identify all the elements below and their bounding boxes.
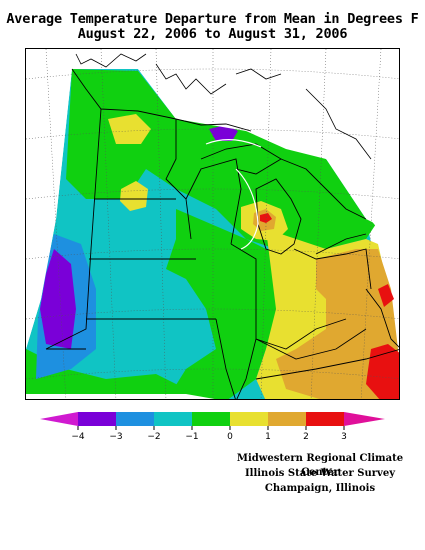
legend-swatch-0-1 bbox=[230, 412, 268, 426]
legend-swatch-m3-m2 bbox=[116, 412, 154, 426]
region-orange-east bbox=[276, 249, 399, 399]
legend-tick-label: −4 bbox=[71, 432, 85, 440]
legend-swatch-m1-0 bbox=[192, 412, 230, 426]
region-green-southwest bbox=[26, 349, 186, 399]
temperature-departure-map bbox=[25, 48, 400, 400]
map-date-range: August 22, 2006 to August 31, 2006 bbox=[77, 26, 348, 42]
legend-tick-label: 1 bbox=[265, 432, 271, 440]
legend-tick-label: −2 bbox=[147, 432, 160, 440]
legend-swatch-m2-m1 bbox=[154, 412, 192, 426]
legend-swatch-gt-3 bbox=[344, 412, 385, 426]
legend-swatch-m4-m3 bbox=[78, 412, 116, 426]
credit-organization: Midwestern Regional Climate Center bbox=[236, 453, 404, 478]
legend-tick-label: −1 bbox=[185, 432, 198, 440]
canada-coastline bbox=[75, 53, 372, 160]
legend-tick-label: 2 bbox=[303, 432, 309, 440]
region-red-east bbox=[378, 284, 394, 307]
legend-tick-marks bbox=[77, 426, 345, 430]
map-title: Average Temperature Departure from Mean … bbox=[6, 11, 419, 27]
legend-swatch-lt-m4 bbox=[40, 412, 78, 426]
legend-tick-label: 3 bbox=[341, 432, 347, 440]
legend-tick-label: 0 bbox=[227, 432, 233, 440]
credit-survey: Illinois State Water Survey bbox=[244, 468, 396, 479]
region-purple-west bbox=[40, 249, 76, 349]
region-yellow-north bbox=[108, 114, 151, 144]
boundaries bbox=[45, 68, 399, 399]
region-nodata-west bbox=[26, 49, 72, 349]
region-green-north bbox=[66, 69, 376, 249]
region-yellow-minnesota bbox=[120, 181, 148, 211]
region-nodata-north bbox=[26, 49, 399, 229]
color-legend: −4 −3 −2 −1 0 1 2 3 bbox=[40, 412, 385, 440]
legend-swatch-2-3 bbox=[306, 412, 344, 426]
region-red-southeast bbox=[366, 344, 399, 399]
lake-outlines bbox=[205, 139, 262, 250]
legend-swatch-1-2 bbox=[268, 412, 306, 426]
legend-tick-label: −3 bbox=[109, 432, 122, 440]
region-red-michigan bbox=[260, 213, 272, 223]
region-nodata-south bbox=[26, 394, 215, 399]
credit-location: Champaign, Illinois bbox=[264, 483, 376, 494]
region-purple-north bbox=[209, 125, 238, 141]
